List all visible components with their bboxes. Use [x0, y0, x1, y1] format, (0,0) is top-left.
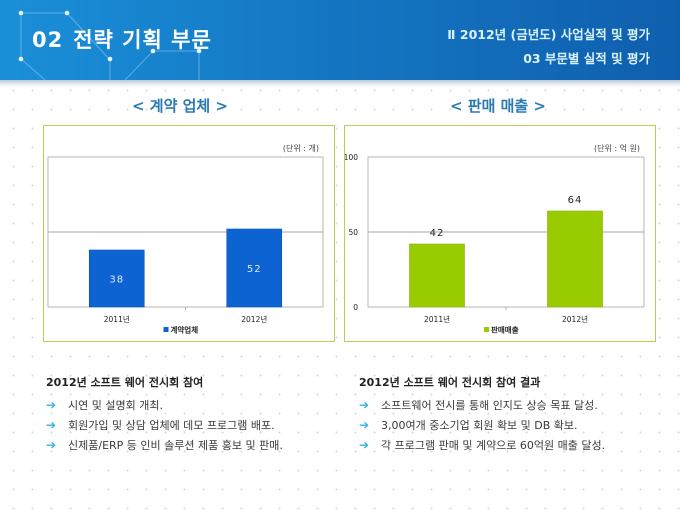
header-shadow — [0, 80, 680, 88]
list-item: ➔ 회원가입 및 상담 업체에 데모 프로그램 배포. — [46, 415, 283, 435]
legend-swatch — [163, 327, 169, 332]
contract-chart: (단위 : 개)050100382011년522012년계약업체 — [43, 125, 335, 342]
bar — [547, 210, 603, 308]
sales-text-block: 2012년 소프트 웨어 전시회 참여 결과 ➔ 소프트웨어 전시를 통해 인지도… — [359, 374, 605, 455]
y-tick-label: 0 — [353, 303, 358, 312]
bar — [409, 243, 465, 308]
x-tick-label: 2011년 — [424, 314, 450, 324]
contract-section-title: < 계약 업체 > — [131, 97, 228, 115]
x-tick-label: 2011년 — [104, 314, 130, 324]
section-number: 02 — [32, 28, 64, 52]
list-item: ➔ 시연 및 설명회 개최. — [46, 395, 283, 415]
y-tick-label: 100 — [345, 153, 358, 162]
list-item-text: 회원가입 및 상담 업체에 데모 프로그램 배포. — [68, 419, 275, 432]
section-subtitle: 03 부문별 실적 및 평가 — [523, 51, 650, 66]
section-title: 전략 기획 부문 — [73, 28, 212, 52]
y-tick-label: 50 — [348, 228, 358, 237]
arrow-right-icon: ➔ — [359, 398, 370, 412]
sales-text-heading: 2012년 소프트 웨어 전시회 참여 결과 — [359, 376, 541, 389]
legend-swatch — [484, 327, 489, 332]
circuit-decoration-icon — [18, 10, 202, 80]
contract-text-heading: 2012년 소프트 웨어 전시회 참여 — [46, 376, 204, 389]
arrow-right-icon: ➔ — [46, 398, 57, 412]
list-item-text: 신제품/ERP 등 인비 솔루션 제품 홍보 및 판매. — [68, 439, 283, 452]
contract-text-block: 2012년 소프트 웨어 전시회 참여 ➔ 시연 및 설명회 개최. ➔ 회원가입 … — [46, 374, 283, 455]
list-item: ➔ 신제품/ERP 등 인비 솔루션 제품 홍보 및 판매. — [46, 435, 283, 455]
list-item: ➔ 3,00여개 중소기업 회원 확보 및 DB 확보. — [359, 415, 605, 435]
arrow-right-icon: ➔ — [46, 438, 57, 452]
chapter-subtitle: Ⅱ 2012년 (금년도) 사업실적 및 평가 — [447, 27, 650, 42]
unit-label: (단위 : 억 원) — [594, 143, 640, 153]
contract-chart-svg: (단위 : 개)050100382011년522012년계약업체 — [47, 143, 324, 335]
page-title: 02 전략 기획 부문 — [32, 24, 212, 54]
header-banner: 02 전략 기획 부문 Ⅱ 2012년 (금년도) 사업실적 및 평가 03 부문… — [0, 0, 680, 80]
list-item-text: 각 프로그램 판매 및 계약으로 60억원 매출 달성. — [381, 439, 606, 452]
data-label: 52 — [247, 264, 262, 275]
list-item-text: 시연 및 설명회 개최. — [68, 399, 163, 412]
legend-label: 계약업체 — [171, 325, 199, 335]
list-item: ➔ 각 프로그램 판매 및 계약으로 60억원 매출 달성. — [359, 435, 605, 455]
data-label: 42 — [430, 228, 445, 239]
arrow-right-icon: ➔ — [359, 418, 370, 432]
unit-label: (단위 : 개) — [283, 143, 319, 153]
legend-label: 판매매출 — [491, 325, 519, 335]
list-item-text: 3,00여개 중소기업 회원 확보 및 DB 확보. — [381, 419, 578, 432]
arrow-right-icon: ➔ — [46, 418, 57, 432]
data-label: 64 — [568, 195, 583, 206]
list-item: ➔ 소프트웨어 전시를 통해 인지도 상승 목표 달성. — [359, 395, 605, 415]
bar — [88, 249, 145, 308]
x-tick-label: 2012년 — [562, 314, 588, 324]
x-tick-label: 2012년 — [241, 314, 267, 324]
arrow-right-icon: ➔ — [359, 438, 370, 452]
sales-section-title: < 판매 매출 > — [449, 97, 546, 115]
bar — [226, 228, 283, 308]
data-label: 38 — [109, 275, 124, 286]
list-item-text: 소프트웨어 전시를 통해 인지도 상승 목표 달성. — [381, 399, 598, 412]
